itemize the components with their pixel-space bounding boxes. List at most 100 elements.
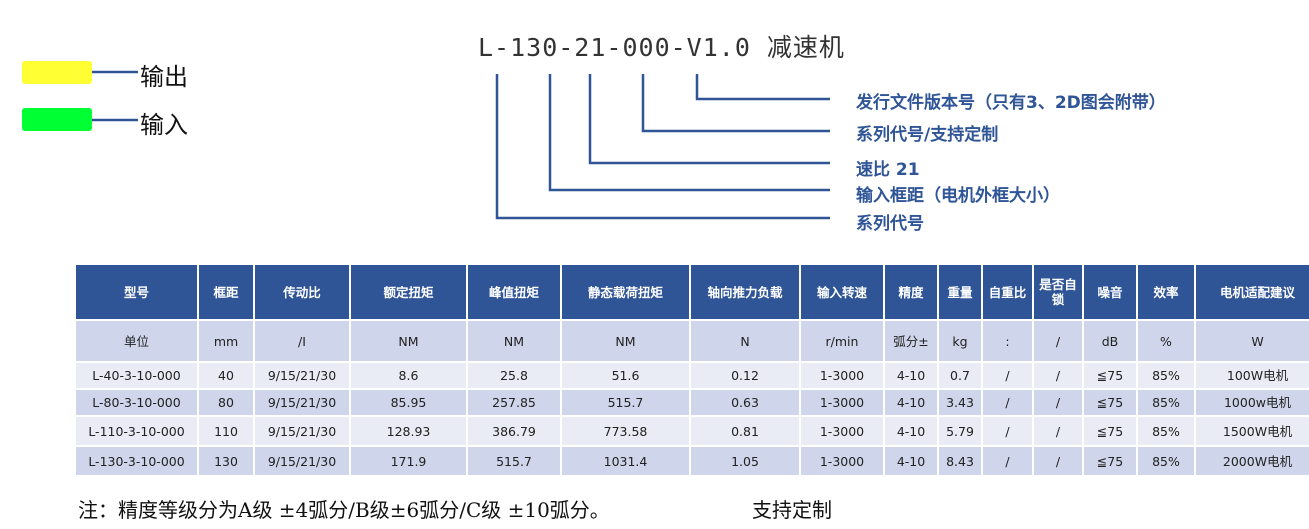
data-cell: 9/15/21/30	[255, 417, 349, 445]
header-cell: 传动比	[255, 265, 349, 319]
data-cell: 80	[199, 390, 253, 415]
data-cell: /	[983, 447, 1032, 475]
data-cell: 1-3000	[801, 390, 883, 415]
data-cell: 4-10	[885, 363, 937, 388]
data-cell: /	[983, 390, 1032, 415]
header-cell: 框距	[199, 265, 253, 319]
legend-label: 输入	[140, 111, 188, 139]
data-cell: /	[1034, 363, 1082, 388]
header-cell: 额定扭矩	[351, 265, 466, 319]
unit-cell: W	[1196, 321, 1309, 361]
header-cell: 自重比	[983, 265, 1032, 319]
data-cell: 0.7	[939, 363, 981, 388]
data-cell: 9/15/21/30	[255, 390, 349, 415]
legend-label: 输出	[140, 63, 188, 91]
unit-cell: /I	[255, 321, 349, 361]
header-cell: 静态载荷扭矩	[562, 265, 689, 319]
data-cell: 1-3000	[801, 363, 883, 388]
unit-cell: NM	[351, 321, 466, 361]
unit-cell: /	[1034, 321, 1082, 361]
data-cell: 4-10	[885, 417, 937, 445]
data-cell: 85%	[1138, 447, 1194, 475]
data-cell: 25.8	[468, 363, 560, 388]
data-cell: 128.93	[351, 417, 466, 445]
table-row: L-80-3-10-000 80 9/15/21/30 85.95 257.85 515.…	[76, 390, 1309, 415]
title: L-130-21-000-V1.0 减速机	[478, 33, 845, 62]
unit-cell: kg	[939, 321, 981, 361]
table-row: L-40-3-10-000 40 9/15/21/30 8.6 25.8 51.6 0.12…	[76, 363, 1309, 388]
data-cell: 40	[199, 363, 253, 388]
header-cell: 峰值扭矩	[468, 265, 560, 319]
data-cell: 515.7	[468, 447, 560, 475]
annotation: 输入框距（电机外框大小）	[856, 186, 1060, 206]
data-cell: 386.79	[468, 417, 560, 445]
data-cell: 1.05	[691, 447, 799, 475]
data-cell: 5.79	[939, 417, 981, 445]
unit-cell: dB	[1084, 321, 1136, 361]
data-cell: L-130-3-10-000	[76, 447, 197, 475]
header-cell: 效率	[1138, 265, 1194, 319]
data-cell: ≦75	[1084, 363, 1136, 388]
data-cell: 3.43	[939, 390, 981, 415]
data-cell: L-110-3-10-000	[76, 417, 197, 445]
connectors	[92, 70, 830, 220]
data-cell: 100W电机	[1196, 363, 1309, 388]
data-cell: 4-10	[885, 390, 937, 415]
data-cell: 85%	[1138, 417, 1194, 445]
annotation: 系列代号/支持定制	[856, 125, 999, 145]
data-cell: 1031.4	[562, 447, 689, 475]
data-cell: /	[983, 363, 1032, 388]
annotation: 系列代号	[856, 214, 924, 234]
legend-swatch-input	[22, 108, 92, 131]
data-cell: 110	[199, 417, 253, 445]
header-cell: 电机适配建议	[1196, 265, 1309, 319]
data-cell: 171.9	[351, 447, 466, 475]
annotation: 速比 21	[856, 160, 920, 180]
data-cell: /	[983, 417, 1032, 445]
footer-note: 注：精度等级分为A级 ±4弧分/B级±6弧分/C级 ±10弧分。	[78, 498, 610, 522]
unit-cell: 单位	[76, 321, 197, 361]
data-cell: 51.6	[562, 363, 689, 388]
header-cell: 精度	[885, 265, 937, 319]
table-row: L-110-3-10-000 110 9/15/21/30 128.93 386.79 7…	[76, 417, 1309, 445]
data-cell: 0.63	[691, 390, 799, 415]
header-cell: 轴向推力负载	[691, 265, 799, 319]
data-cell: 9/15/21/30	[255, 363, 349, 388]
annotation: 发行文件版本号（只有3、2D图会附带）	[856, 93, 1166, 113]
header-cell: 噪音	[1084, 265, 1136, 319]
unit-cell: N	[691, 321, 799, 361]
data-cell: /	[1034, 390, 1082, 415]
data-cell: 0.81	[691, 417, 799, 445]
data-cell: 8.43	[939, 447, 981, 475]
data-cell: /	[1034, 417, 1082, 445]
table-row: 型号 框距 传动比 额定扭矩 峰值扭矩 静态载荷扭矩 轴向推力负载 输入转速 精度 重量 自重比 是否…	[76, 265, 1309, 319]
data-cell: 515.7	[562, 390, 689, 415]
data-cell: 1000w电机	[1196, 390, 1309, 415]
unit-cell: NM	[562, 321, 689, 361]
unit-cell: 弧分±	[885, 321, 937, 361]
data-cell: 257.85	[468, 390, 560, 415]
data-cell: 85.95	[351, 390, 466, 415]
data-cell: ≦75	[1084, 417, 1136, 445]
data-cell: 9/15/21/30	[255, 447, 349, 475]
data-cell: ≦75	[1084, 390, 1136, 415]
data-cell: 1-3000	[801, 447, 883, 475]
data-cell: 85%	[1138, 363, 1194, 388]
data-cell: L-40-3-10-000	[76, 363, 197, 388]
data-cell: ≦75	[1084, 447, 1136, 475]
data-cell: 4-10	[885, 447, 937, 475]
legend-swatch-output	[22, 61, 92, 84]
data-cell: 1-3000	[801, 417, 883, 445]
spec-table: 型号 框距 传动比 额定扭矩 峰值扭矩 静态载荷扭矩 轴向推力负载 输入转速 精度 重量 自重比 是否…	[74, 263, 1309, 477]
header-cell: 重量	[939, 265, 981, 319]
footer-extra: 支持定制	[752, 498, 832, 522]
unit-cell: %	[1138, 321, 1194, 361]
header-cell: 是否自锁	[1034, 265, 1082, 319]
data-cell: 1500W电机	[1196, 417, 1309, 445]
data-cell: 8.6	[351, 363, 466, 388]
data-cell: 130	[199, 447, 253, 475]
unit-cell: :	[983, 321, 1032, 361]
data-cell: 0.12	[691, 363, 799, 388]
